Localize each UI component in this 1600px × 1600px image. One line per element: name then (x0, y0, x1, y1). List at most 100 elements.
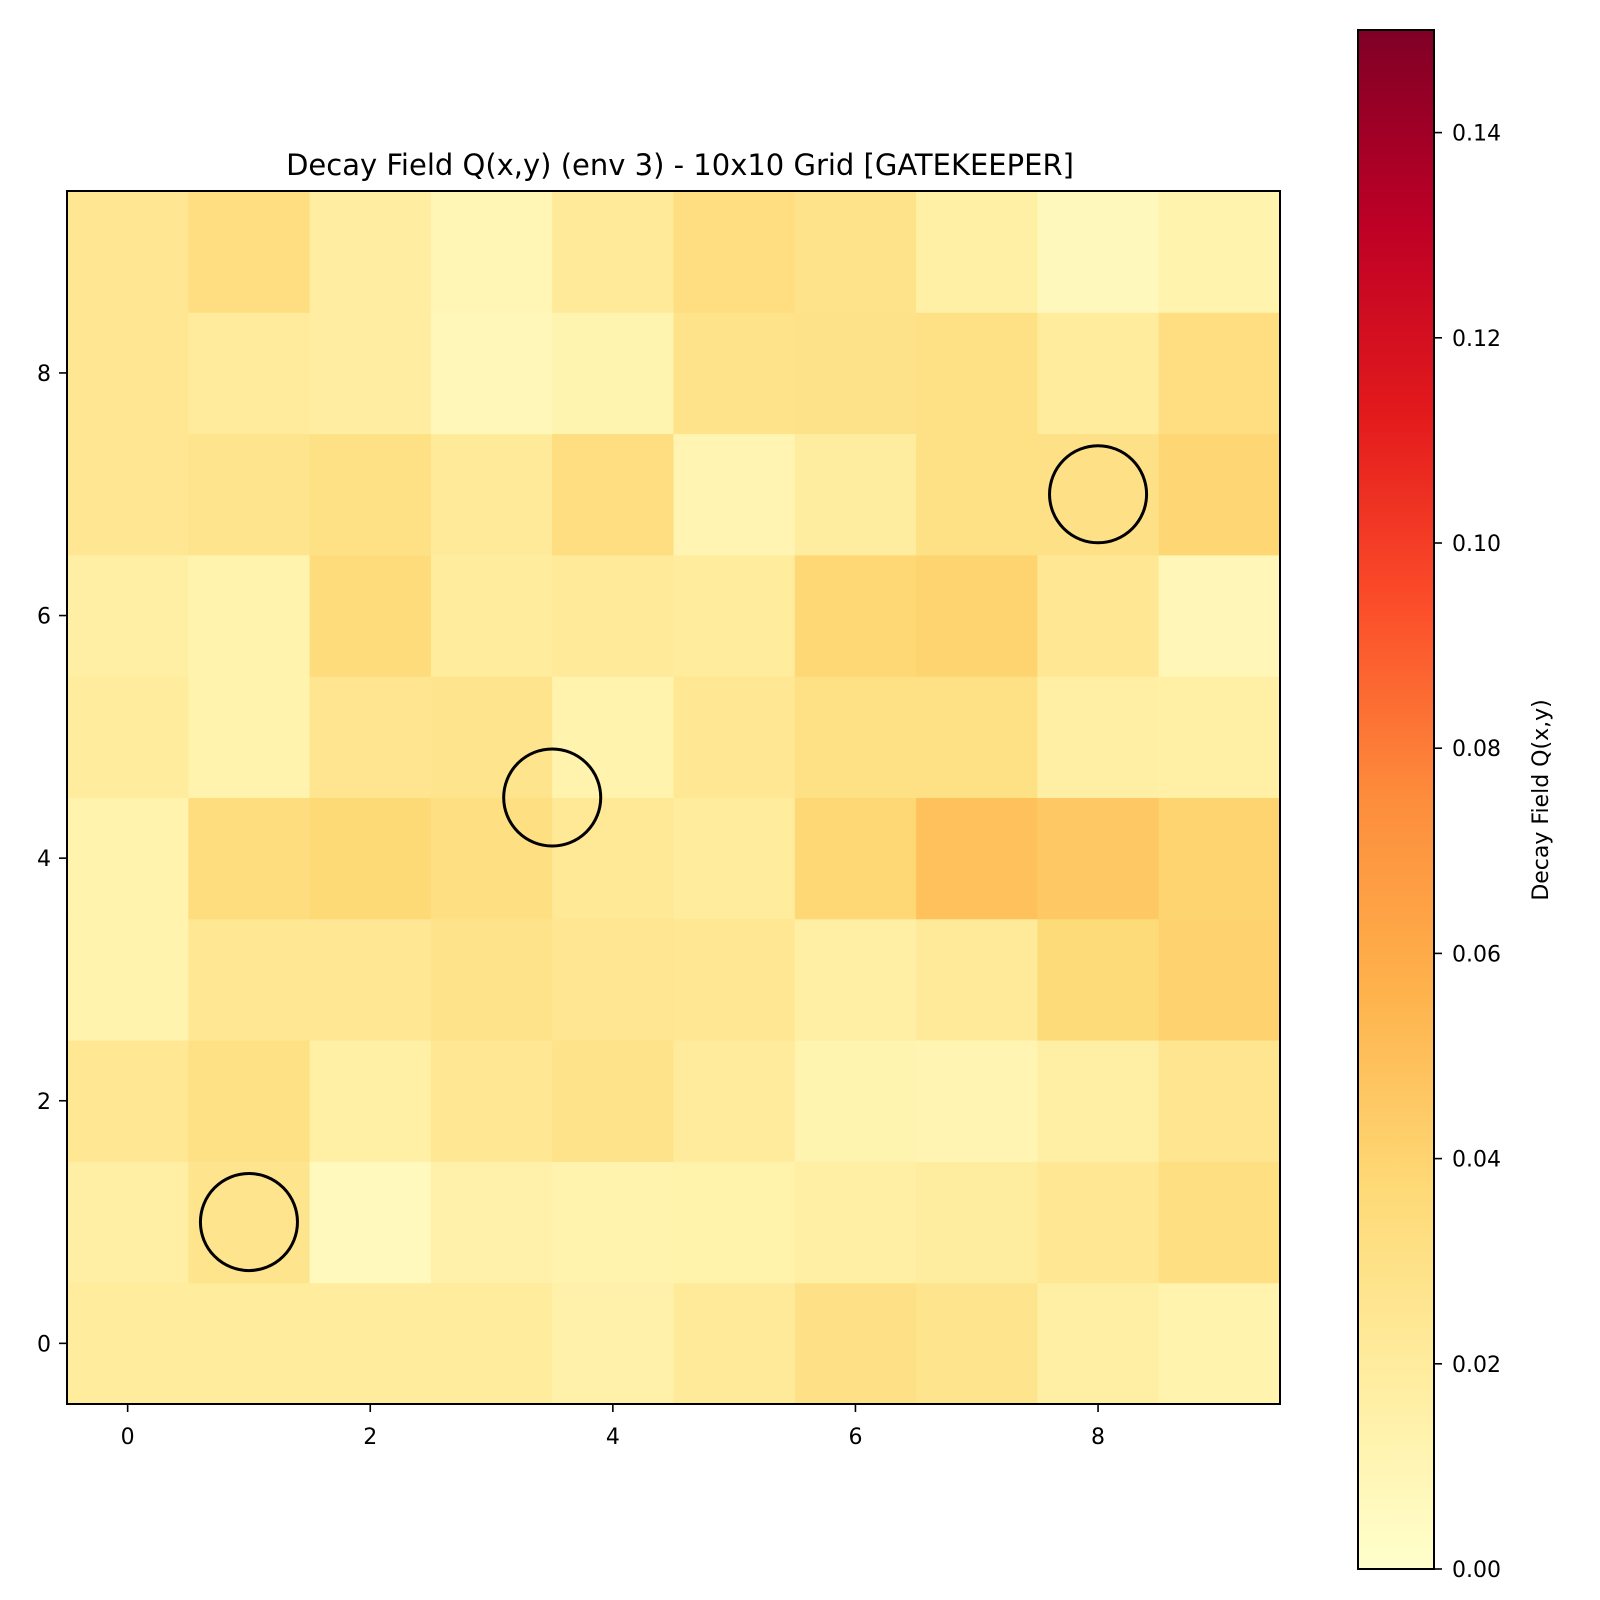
colorbar-tick-label: 0.14 (1452, 122, 1501, 147)
heatmap-cell (1158, 676, 1281, 798)
heatmap-cell (916, 918, 1038, 1041)
heatmap-cell (1037, 1282, 1160, 1405)
heatmap-cell (794, 191, 917, 313)
heatmap-cell (309, 797, 432, 920)
colorbar-tick-label: 0.06 (1452, 942, 1501, 967)
heatmap-cell (916, 1161, 1038, 1284)
colorbar-tick-label: 0.08 (1452, 737, 1501, 762)
heatmap-cell (430, 1161, 553, 1284)
heatmap-cell (673, 1282, 796, 1405)
heatmap-cell (188, 797, 311, 920)
heatmap-cell (430, 312, 553, 435)
heatmap-cell (1158, 1282, 1281, 1405)
heatmap-cell (916, 433, 1038, 556)
y-tick-label: 4 (37, 847, 51, 872)
heatmap-cell (552, 1161, 674, 1284)
heatmap-cell (309, 918, 432, 1041)
heatmap-cell (1037, 676, 1160, 798)
heatmap-cell (794, 1282, 917, 1405)
y-tick-label: 6 (37, 605, 51, 630)
heatmap-cell (794, 554, 917, 677)
heatmap-cell (916, 1040, 1038, 1162)
heatmap-cell (430, 191, 553, 313)
x-axis: 0 2 4 6 8 (121, 1404, 1105, 1450)
heatmap-cell (67, 918, 189, 1041)
heatmap-cell (1158, 554, 1281, 677)
heatmap-cell (67, 191, 189, 313)
colorbar-axis: 0.00 0.02 0.04 0.06 0.08 0.10 0.12 0.14 (1434, 122, 1501, 1583)
heatmap-cell (1158, 797, 1281, 920)
heatmap-cell (673, 918, 796, 1041)
heatmap-cell (673, 797, 796, 920)
heatmap-cell (67, 554, 189, 677)
heatmap-cell (188, 676, 311, 798)
heatmap-cell (188, 554, 311, 677)
heatmap-cell (188, 1040, 311, 1162)
heatmap-cell (794, 676, 917, 798)
heatmap-cell (673, 554, 796, 677)
y-axis: 0 2 4 6 8 (37, 362, 67, 1357)
heatmap-cell (309, 191, 432, 313)
x-tick-label: 0 (121, 1425, 135, 1450)
x-tick-label: 4 (606, 1425, 620, 1450)
heatmap-cell (673, 676, 796, 798)
colorbar-tick-label: 0.02 (1452, 1353, 1501, 1378)
heatmap-cell (673, 1040, 796, 1162)
heatmap-cell (794, 433, 917, 556)
heatmap-cell (430, 433, 553, 556)
heatmap-cells (67, 191, 1281, 1405)
y-tick-label: 2 (37, 1090, 51, 1115)
heatmap-cell (794, 1161, 917, 1284)
heatmap-cell (188, 918, 311, 1041)
heatmap-cell (67, 312, 189, 435)
heatmap-cell (67, 676, 189, 798)
heatmap-cell (1158, 1161, 1281, 1284)
heatmap-cell (430, 797, 553, 920)
heatmap-cell (430, 554, 553, 677)
heatmap-cell (67, 797, 189, 920)
heatmap-cell (1037, 191, 1160, 313)
heatmap-cell (552, 433, 674, 556)
colorbar (1357, 29, 1435, 1570)
heatmap-cell (1037, 797, 1160, 920)
heatmap-cell (309, 1040, 432, 1162)
heatmap-cell (1158, 312, 1281, 435)
colorbar-label: Decay Field Q(x,y) (1529, 699, 1554, 900)
heatmap-cell (916, 312, 1038, 435)
heatmap-cell (552, 1282, 674, 1405)
circle-marker (502, 747, 603, 848)
heatmap-cell (552, 797, 674, 920)
heatmap-cell (1158, 433, 1281, 556)
heatmap-cell (309, 1161, 432, 1284)
heatmap-cell (67, 1161, 189, 1284)
circle-marker (198, 1172, 299, 1273)
chart-title: Decay Field Q(x,y) (env 3) - 10x10 Grid … (286, 148, 1074, 182)
colorbar-tick-label: 0.12 (1452, 327, 1501, 352)
heatmap-cell (552, 676, 674, 798)
heatmap-cell (67, 1040, 189, 1162)
heatmap-cell (309, 312, 432, 435)
heatmap-cell (552, 918, 674, 1041)
heatmap-cell (188, 1282, 311, 1405)
heatmap-cell (188, 1161, 311, 1284)
heatmap-cell (916, 554, 1038, 677)
heatmap-cell (794, 797, 917, 920)
heatmap-cell (1037, 1040, 1160, 1162)
colorbar-tick-label: 0.10 (1452, 532, 1501, 557)
heatmap-cell (673, 433, 796, 556)
heatmap-cell (188, 191, 311, 313)
heatmap-cell (309, 433, 432, 556)
heatmap-cell (309, 676, 432, 798)
heatmap-cell (430, 1040, 553, 1162)
heatmap-cell (552, 1040, 674, 1162)
colorbar-tick-label: 0.04 (1452, 1148, 1501, 1173)
heatmap-cell (188, 433, 311, 556)
heatmap-cell (1158, 918, 1281, 1041)
heatmap-cell (309, 1282, 432, 1405)
axes-frame (66, 190, 1281, 1405)
heatmap-cell (430, 918, 553, 1041)
heatmap-cell (552, 312, 674, 435)
heatmap-cell (916, 676, 1038, 798)
y-tick-label: 0 (37, 1332, 51, 1357)
heatmap-cell (916, 1282, 1038, 1405)
